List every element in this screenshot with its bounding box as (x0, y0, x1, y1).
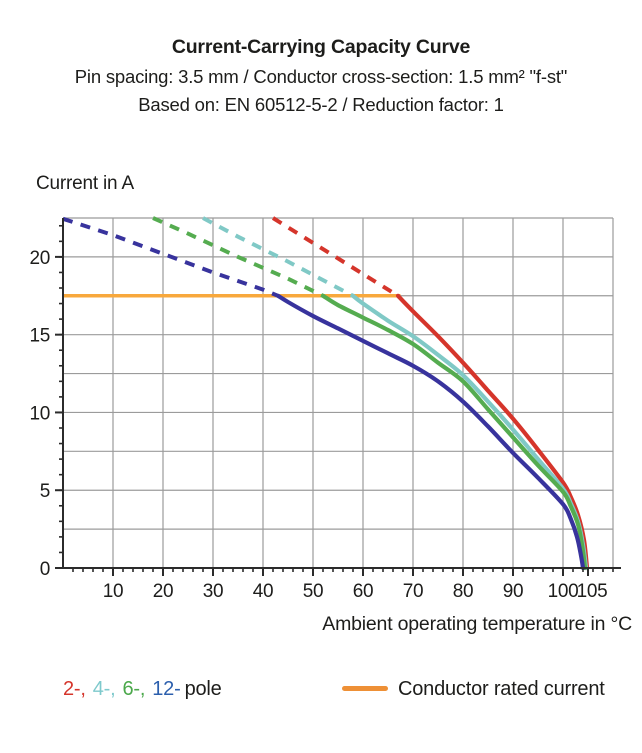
chart-subtitle-spec: Pin spacing: 3.5 mm / Conductor cross-se… (74, 66, 568, 87)
svg-text:20: 20 (153, 581, 174, 602)
svg-text:80: 80 (453, 581, 474, 602)
chart-title: Current-Carrying Capacity Curve (171, 36, 471, 58)
svg-text:40: 40 (253, 581, 274, 602)
svg-text:90: 90 (503, 581, 524, 602)
x-axis-title: Ambient operating temperature in °C (322, 613, 632, 635)
svg-text:70: 70 (403, 581, 424, 602)
legend-item-2-pole: 2-, (63, 678, 86, 700)
svg-text:105: 105 (577, 581, 608, 602)
legend-pole-items: 2-, 4-, 6-, 12- pole (63, 678, 222, 701)
svg-text:100: 100 (548, 581, 579, 602)
legend-pole-suffix: pole (184, 678, 222, 700)
svg-text:5: 5 (40, 481, 50, 502)
svg-text:50: 50 (303, 581, 324, 602)
svg-text:0: 0 (40, 559, 50, 580)
svg-text:10: 10 (103, 581, 124, 602)
legend-item-4-pole: 4-, (92, 678, 116, 700)
svg-text:20: 20 (29, 248, 50, 269)
svg-text:10: 10 (29, 403, 50, 424)
svg-text:30: 30 (203, 581, 224, 602)
rated-current-legend-label: Conductor rated current (398, 678, 605, 700)
rated-current-line-swatch (342, 686, 388, 691)
svg-text:60: 60 (353, 581, 374, 602)
y-axis-title: Current in A (36, 173, 134, 194)
svg-text:15: 15 (29, 326, 50, 347)
chart-subtitle-standard: Based on: EN 60512-5-2 / Reduction facto… (138, 94, 504, 115)
legend-item-12-pole: 12- (152, 678, 181, 700)
legend-item-6-pole: 6-, (122, 678, 146, 700)
